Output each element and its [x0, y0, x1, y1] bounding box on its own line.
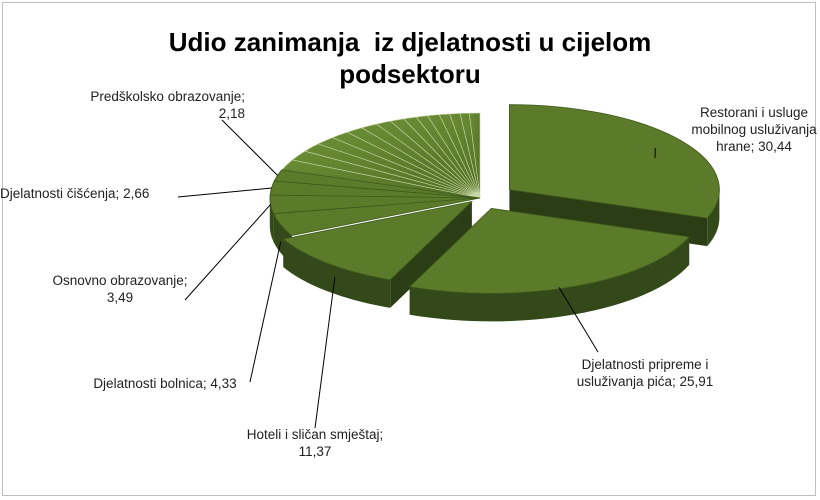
leader-line [558, 287, 599, 353]
leader-line [314, 277, 336, 429]
category-label: Restorani i usluge mobilnog usluživanja … [691, 105, 817, 154]
leader-line [249, 241, 282, 383]
data-label: Djelatnosti bolnica; 4,33 [80, 375, 250, 392]
category-label: Djelatnosti pripreme i usluživanja pića; [576, 357, 709, 389]
value-label: 11,37 [298, 444, 332, 459]
data-label: Hoteli i sličan smještaj; 11,37 [240, 426, 390, 460]
data-label: Osnovno obrazovanje; 3,49 [45, 272, 195, 306]
slice [282, 200, 474, 281]
value-label: 30,44 [758, 139, 792, 154]
category-label: Djelatnosti bolnica; [93, 376, 207, 391]
slice-side [409, 236, 690, 322]
value-label: 25,91 [679, 374, 714, 389]
slice-side [707, 189, 720, 247]
value-label: 2,18 [218, 106, 245, 121]
category-label: Osnovno obrazovanje; [52, 273, 188, 288]
category-label: Hoteli i sličan smještaj; [246, 427, 384, 442]
data-label: Restorani i usluge mobilnog usluživanja … [688, 104, 820, 155]
value-label: 4,33 [210, 376, 237, 391]
slice [509, 104, 720, 219]
slice [408, 207, 690, 294]
chart-title: Udio zanimanja iz djelatnosti u cijelom … [168, 27, 659, 89]
data-label: Djelatnosti čišćenja; 2,66 [0, 185, 185, 202]
category-label: Predškolsko obrazovanje; [90, 89, 245, 104]
slice [272, 197, 481, 236]
value-label: 3,49 [106, 290, 134, 305]
category-label: Djelatnosti čišćenja; [0, 186, 120, 201]
data-label: Predškolsko obrazovanje; 2,18 [85, 88, 245, 122]
leader-line [184, 204, 271, 301]
leader-line [177, 187, 272, 198]
data-label: Djelatnosti pripreme i usluživanja pića;… [575, 356, 715, 390]
value-label: 2,66 [123, 186, 150, 201]
leader-line [221, 119, 278, 176]
